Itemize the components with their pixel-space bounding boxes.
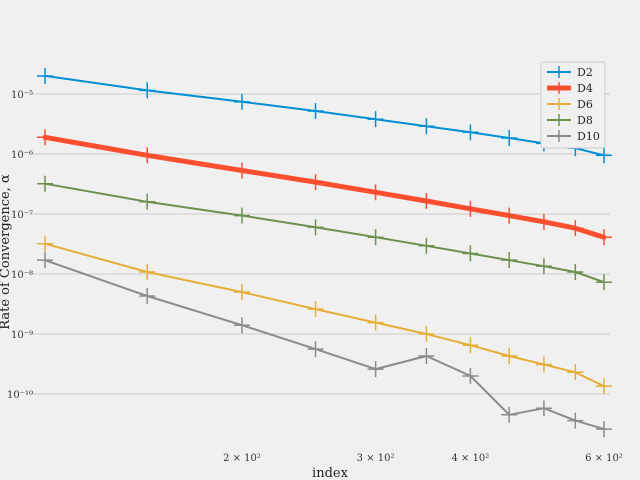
data-point-d8 [37, 175, 54, 192]
data-point-d2 [307, 103, 324, 120]
y-tick-label: 10⁻⁶ [11, 150, 33, 161]
data-point-d8 [307, 219, 324, 236]
data-point-d6 [139, 263, 156, 280]
data-point-d6 [418, 326, 435, 342]
data-point-d4 [462, 200, 479, 217]
data-point-d8 [367, 229, 384, 246]
data-point-d2 [139, 82, 156, 99]
x-tick-label: 6 × 10² [585, 453, 623, 464]
data-point-d10 [367, 361, 384, 378]
data-point-d8 [501, 252, 518, 269]
data-point-d10 [418, 347, 435, 364]
legend-box [540, 61, 606, 149]
data-point-d6 [367, 314, 384, 331]
y-tick-label: 10⁻⁹ [11, 330, 33, 341]
data-point-d10 [535, 400, 552, 417]
data-point-d4 [139, 147, 156, 164]
legend-item-d8: D8 [547, 114, 593, 127]
y-tick-labels: 10⁻⁵ 10⁻⁶ 10⁻⁷ 10⁻⁸ 10⁻⁹ 10⁻¹⁰ [7, 90, 33, 401]
data-point-d6 [234, 284, 250, 301]
legend-item-d4: D4 [547, 82, 593, 95]
y-tick-label: 10⁻⁷ [11, 210, 33, 221]
y-tick-label: 10⁻⁵ [11, 90, 33, 101]
legend-label: D10 [577, 130, 600, 143]
data-point-d6 [596, 378, 612, 395]
data-point-d10 [462, 367, 479, 384]
data-point-d8 [567, 263, 584, 280]
data-point-d4 [307, 174, 324, 191]
series-d8 [37, 175, 612, 291]
legend-label: D4 [577, 82, 593, 95]
data-point-d10 [596, 421, 612, 438]
data-point-d4 [501, 207, 518, 224]
data-point-d6 [567, 364, 584, 381]
series-d10 [37, 252, 612, 438]
y-axis-label: Rate of Convergence, α [0, 174, 13, 330]
data-point-d6 [535, 356, 552, 373]
data-point-d10 [37, 252, 54, 269]
data-point-d10 [567, 412, 584, 429]
x-axis-label: index [312, 466, 349, 480]
data-point-d2 [462, 124, 479, 141]
data-point-d6 [501, 347, 518, 364]
data-point-d8 [535, 258, 552, 275]
data-point-d2 [501, 129, 518, 146]
y-tick-label: 10⁻⁸ [11, 270, 33, 281]
legend-item-d10: D10 [547, 130, 600, 143]
data-point-d8 [462, 245, 479, 262]
data-point-d4 [567, 220, 584, 237]
data-point-d6 [462, 337, 479, 354]
data-point-d10 [307, 341, 324, 358]
data-point-d10 [139, 287, 156, 304]
data-point-d2 [596, 147, 612, 164]
data-point-d8 [596, 274, 612, 291]
data-point-d4 [535, 213, 552, 230]
legend-label: D8 [577, 114, 593, 127]
data-point-d2 [234, 93, 250, 110]
x-tick-label: 3 × 10² [357, 453, 395, 464]
series-d6 [37, 235, 612, 395]
legend-label: D2 [577, 66, 593, 79]
data-point-d4 [596, 229, 612, 246]
data-point-d8 [139, 193, 156, 210]
series-d4 [37, 129, 612, 246]
legend: D2 D4 D6 D8 D10 [540, 61, 606, 149]
legend-item-d2: D2 [547, 66, 593, 79]
x-tick-labels: 2 × 10² 3 × 10² 4 × 10² 6 × 10² [223, 453, 623, 464]
data-point-d10 [234, 317, 250, 334]
legend-label: D6 [577, 98, 593, 111]
data-point-d8 [234, 207, 250, 224]
data-point-d4 [367, 184, 384, 201]
y-tick-label: 10⁻¹⁰ [7, 390, 33, 401]
data-point-d2 [418, 118, 435, 135]
data-point-d8 [418, 237, 435, 254]
data-point-d6 [37, 235, 54, 252]
data-point-d10 [501, 406, 518, 423]
x-tick-label: 2 × 10² [223, 453, 261, 464]
data-point-d4 [418, 192, 435, 209]
data-point-d6 [307, 301, 324, 318]
x-tick-label: 4 × 10² [451, 453, 489, 464]
legend-item-d6: D6 [547, 98, 593, 111]
data-point-d2 [37, 67, 54, 84]
data-point-d4 [234, 162, 250, 179]
data-point-d4 [37, 129, 54, 146]
data-point-d2 [367, 111, 384, 128]
